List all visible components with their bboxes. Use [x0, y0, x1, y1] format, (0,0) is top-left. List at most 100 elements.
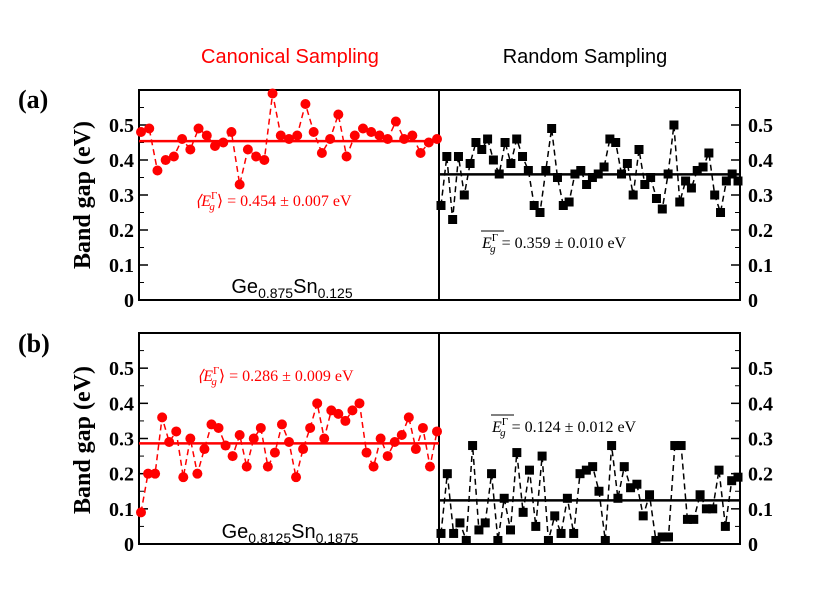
- panel-b-random-point: [689, 514, 699, 524]
- panel-a-random-point: [506, 159, 516, 168]
- panel-b-random-point: [682, 514, 692, 524]
- panel-b-canonical-point: [150, 468, 161, 479]
- panel-b-canonical-point: [234, 429, 245, 440]
- panel-b-random-point: [676, 441, 686, 451]
- panel-a-canonical-point: [201, 130, 212, 141]
- panel-b-canonical-point: [333, 408, 344, 419]
- panel-b-canonical-point: [199, 444, 210, 455]
- panel-a-random-point: [529, 201, 539, 210]
- panel-a-random-point: [640, 180, 650, 189]
- panel-b-random-point: [663, 532, 673, 542]
- panel-b-label: (b): [18, 329, 50, 358]
- panel-a-random-point: [587, 173, 597, 182]
- panel-a-random-point: [727, 169, 737, 179]
- panel-b-random-point: [651, 535, 661, 545]
- panel-b-random-point: [455, 518, 465, 528]
- panel-b-right-tick-label: 0.2: [748, 464, 773, 486]
- panel-b-canonical-dashed-line: [140, 401, 438, 513]
- panel-a-random-point: [518, 152, 528, 161]
- panel-a-canonical-point: [168, 151, 179, 162]
- panel-b-random-point: [461, 535, 471, 545]
- panel-a-random-point: [541, 166, 551, 175]
- panel-b-canonical-point: [255, 422, 266, 433]
- panel-b-random-point: [714, 465, 724, 475]
- panel-b-random-point: [632, 479, 642, 489]
- panel-a-canonical-point: [144, 123, 155, 134]
- panel-b-random-point: [543, 535, 553, 545]
- panel-a-random-point: [686, 183, 696, 193]
- panel-b-canonical-point: [347, 405, 358, 416]
- panel-a-random-point: [716, 208, 726, 217]
- panel-b-canonical-point: [192, 468, 203, 479]
- panel-b-right-tick-label: 0.1: [748, 499, 773, 521]
- panel-b-canonical-point: [432, 426, 442, 437]
- panel-a-random-point: [669, 120, 679, 130]
- panel-a-random-point: [617, 169, 627, 179]
- panel-a-canonical-point: [349, 130, 360, 141]
- panel-b-canonical-point: [143, 468, 154, 479]
- panel-a-canonical-point: [267, 88, 278, 99]
- panel-a-random-point: [500, 138, 510, 147]
- panel-b-random-point: [506, 525, 516, 535]
- panel-b-random-point: [512, 448, 522, 458]
- panel-b-random-point: [733, 472, 743, 482]
- panel-b-random-point: [480, 518, 490, 528]
- panel-b-random-mean-annotation: EΓ g = 0.124 ± 0.012 eV: [491, 416, 637, 439]
- panel-a-random-point: [471, 138, 481, 147]
- panel-b-canonical-point: [291, 472, 302, 483]
- panel-b-canonical-point: [284, 437, 294, 448]
- panel-b-random-point: [695, 490, 705, 500]
- panel-a-random-point: [523, 166, 533, 175]
- panel-a-random-point: [494, 169, 504, 179]
- panel-a-random-point: [675, 197, 685, 207]
- panel-b-random-point: [581, 465, 591, 475]
- panel-b-canonical-point: [375, 433, 386, 444]
- panel-b-left-tick-label: 0.3: [109, 429, 134, 451]
- panel-b-canonical-point: [361, 447, 372, 458]
- panel-a-canonical-mean-annotation: ⟨EΓ g ⟩ = 0.454 ± 0.007 eV: [195, 190, 352, 213]
- panel-a-canonical-point: [325, 134, 336, 144]
- panel-a-left-tick-label: 0: [124, 290, 134, 312]
- panel-a-canonical-point: [366, 127, 377, 137]
- panel-b-random-point: [474, 525, 484, 535]
- panel-b-canonical-point: [248, 433, 259, 444]
- panel-b-canonical-point: [389, 437, 400, 448]
- panel-a-canonical-point: [399, 134, 410, 144]
- panel-a-random-point: [564, 197, 574, 207]
- panel-b-canonical-point: [312, 398, 323, 409]
- panel-a-random-point: [448, 215, 458, 224]
- panel-a-canonical-point: [333, 109, 344, 120]
- panel-b-random-point: [575, 469, 585, 479]
- panel-b-random-point: [556, 528, 566, 538]
- panel-b-canonical-point: [410, 444, 421, 455]
- panel-a-canonical-point: [177, 134, 188, 144]
- panel-b-random-point: [449, 528, 459, 538]
- panel-b-canonical-point: [298, 444, 309, 455]
- panel-a-canonical-point: [415, 148, 426, 158]
- panel-a-canonical-point: [136, 127, 146, 137]
- panel-b-random-point: [468, 441, 478, 451]
- panel-b-canonical-point: [220, 440, 231, 451]
- panel-b-random-point: [670, 441, 680, 451]
- panel-a-random-point: [576, 166, 586, 175]
- panel-b-canonical-point: [340, 415, 351, 426]
- panel-a-random-point: [535, 208, 545, 217]
- panel-a-random-point: [611, 138, 621, 147]
- panel-b-canonical-point: [262, 461, 273, 472]
- panel-a-canonical-point: [300, 99, 311, 109]
- panel-a-right-tick-label: 0.2: [748, 220, 773, 242]
- panel-b-random-point: [499, 493, 509, 503]
- panel-a-random-point: [634, 145, 644, 154]
- panel-b-random-point: [727, 476, 737, 486]
- panel-b-random-point: [569, 528, 579, 538]
- panel-b-canonical-point: [382, 451, 393, 462]
- panel-b-canonical-point: [136, 507, 146, 518]
- panel-a-canonical-point: [152, 165, 163, 176]
- panel-b-random-point: [645, 490, 655, 500]
- panel-a-canonical-point: [374, 130, 385, 141]
- panel-a-random-point: [710, 190, 720, 200]
- panel-b-canonical-point: [171, 426, 182, 437]
- canonical-column-title: Canonical Sampling: [201, 46, 379, 68]
- panel-a-canonical-point: [218, 137, 229, 148]
